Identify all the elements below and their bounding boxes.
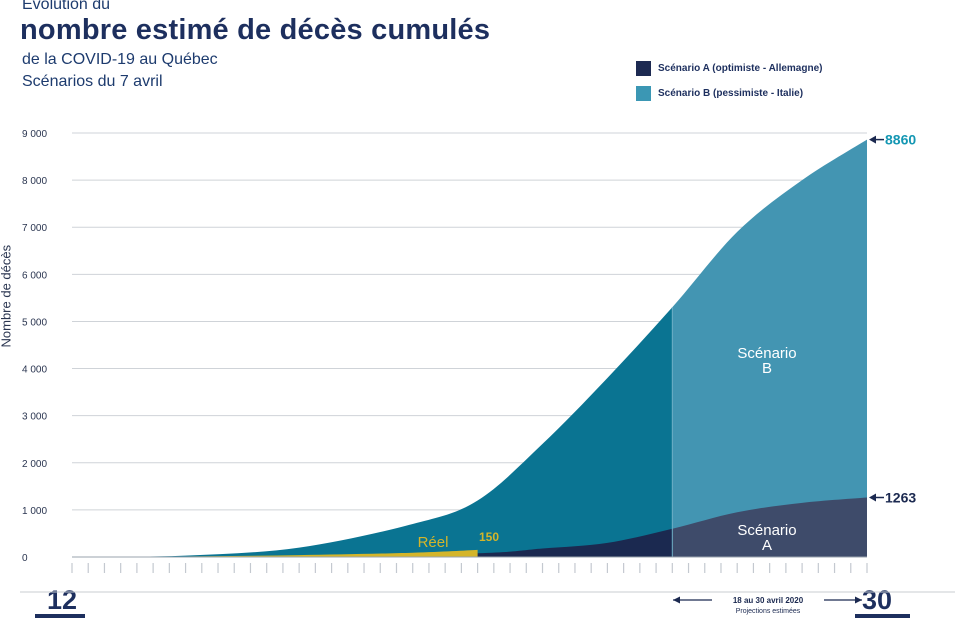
y-tick-label: 2 000: [22, 459, 47, 470]
y-tick-label: 3 000: [22, 412, 47, 423]
scenario-a-area-actual: [72, 528, 673, 557]
y-tick-label: 9 000: [22, 129, 47, 140]
area-label-b-letter: B: [762, 360, 772, 377]
x-start-label: 12: [47, 585, 77, 615]
subtitle: de la COVID-19 au Québec: [22, 51, 218, 68]
scenario-a-area-projected: [672, 497, 867, 557]
y-tick-label: 6 000: [22, 270, 47, 281]
value-label-b: 8860: [885, 132, 916, 148]
legend-swatch-b: [636, 86, 651, 101]
reel-label: Réel: [418, 534, 449, 551]
y-tick-label: 7 000: [22, 223, 47, 234]
area-label-a-letter: A: [762, 537, 772, 554]
scenario-date: Scénarios du 7 avril: [22, 73, 163, 90]
y-tick-label: 1 000: [22, 506, 47, 517]
reel-area: [72, 549, 478, 557]
value-label-a: 1263: [885, 489, 916, 505]
scenario-b-area-actual: [72, 307, 673, 557]
y-tick-label: 8 000: [22, 176, 47, 187]
arrow-b-head: [869, 135, 876, 144]
y-tick-label: 4 000: [22, 365, 47, 376]
arrow-a-head: [869, 493, 876, 502]
title-line-1: Évolution du: [22, 0, 111, 13]
legend-item-scenario-b: Scénario B (pessimiste - Italie): [636, 86, 803, 101]
x-end-label: 30: [862, 585, 892, 615]
projection-period-label: 18 au 30 avril 2020: [733, 596, 804, 605]
area-label-a: Scénario: [737, 522, 796, 539]
reel-value-label: 150: [479, 530, 499, 544]
projection-arrow-right: [855, 596, 862, 604]
legend-label-b: Scénario B (pessimiste - Italie): [658, 88, 804, 99]
legend-swatch-a: [636, 61, 651, 76]
area-label-b: Scénario: [737, 345, 796, 362]
projection-sublabel: Projections estimées: [736, 608, 801, 615]
legend-label-a: Scénario A (optimiste - Allemagne): [658, 63, 823, 74]
page-title: nombre estimé de décès cumulés: [20, 14, 491, 46]
y-tick-label: 0: [22, 553, 28, 564]
legend-item-scenario-a: Scénario A (optimiste - Allemagne): [636, 61, 822, 76]
projection-arrow-left: [673, 596, 680, 604]
y-tick-label: 5 000: [22, 317, 47, 328]
scenario-b-area-projected: [672, 139, 867, 557]
